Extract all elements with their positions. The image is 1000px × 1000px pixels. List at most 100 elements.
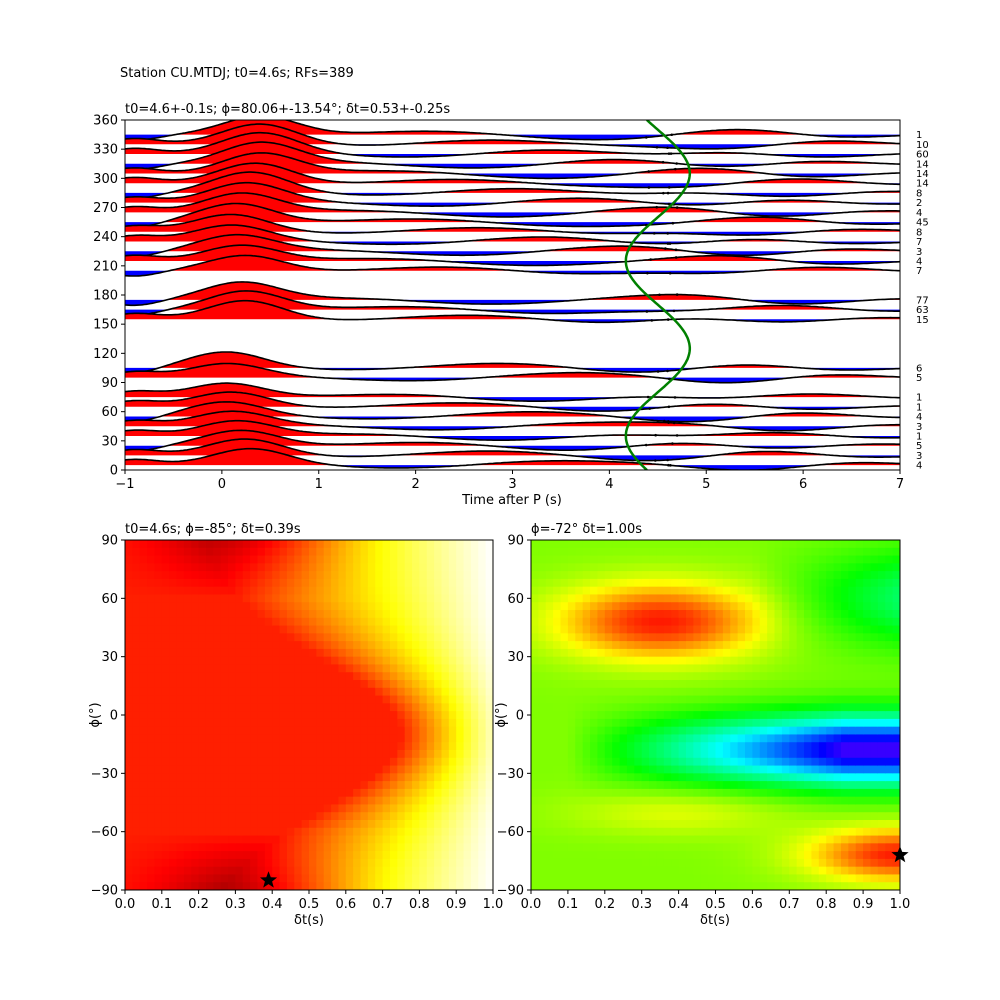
heatmap-cell	[331, 547, 340, 557]
trace-marker	[666, 369, 669, 373]
heatmap-cell	[877, 835, 886, 844]
heatmap-cell	[877, 858, 886, 868]
heatmap-cell	[590, 820, 599, 829]
heatmap-cell	[161, 656, 170, 666]
heatmap-cell	[634, 882, 643, 890]
heatmap-cell	[331, 750, 340, 759]
heatmap-cell	[597, 835, 606, 844]
heatmap-cell	[434, 843, 443, 852]
heatmap-cell	[730, 625, 739, 634]
heatmap-cell	[553, 625, 562, 634]
heatmap-cell	[132, 711, 141, 720]
heatmap-cell	[708, 687, 717, 697]
heatmap-cell	[612, 540, 621, 549]
heatmap-cell	[448, 633, 457, 642]
heatmap-cell	[811, 617, 820, 627]
heatmap-cell	[441, 726, 450, 736]
heatmap-cell	[235, 664, 244, 673]
heatmap-cell	[205, 633, 214, 642]
heatmap-cell	[641, 664, 650, 673]
heatmap-cell	[759, 796, 768, 806]
heatmap-cell	[301, 547, 310, 557]
heatmap-cell	[826, 687, 835, 697]
heatmap-cell	[560, 781, 569, 790]
heatmap-cell	[485, 711, 493, 720]
heatmap-cell	[811, 757, 820, 767]
heatmap-cell	[685, 680, 694, 689]
heatmap-cell	[470, 656, 479, 666]
heatmap-cell	[759, 703, 768, 712]
heatmap-cell	[826, 796, 835, 806]
heatmap-cell	[538, 812, 547, 821]
heatmap-cell	[626, 563, 635, 572]
heatmap-cell	[567, 656, 576, 666]
heatmap-cell	[257, 773, 266, 782]
heatmap-cell	[191, 812, 200, 821]
heatmap-cell	[700, 874, 709, 883]
heatmap-cell	[169, 820, 178, 829]
heatmap-cell	[139, 835, 148, 844]
heatmap-cell	[426, 742, 435, 751]
heatmap-cell	[228, 820, 236, 829]
heatmap-cell	[257, 820, 266, 829]
heatmap-cell	[154, 547, 163, 557]
heatmap-cell	[722, 734, 731, 743]
heatmap-cell	[404, 812, 413, 821]
heatmap-cell	[279, 617, 288, 627]
heatmap-cell	[892, 820, 900, 829]
heatmap-cell	[597, 726, 606, 736]
heatmap-cell	[759, 540, 768, 549]
heatmap-cell	[434, 711, 443, 720]
trace-marker	[664, 247, 667, 250]
heatmap-cell	[818, 664, 827, 673]
heatmap-cell	[191, 866, 200, 876]
heatmap-cell	[389, 687, 398, 697]
heatmap-cell	[531, 625, 539, 634]
heatmap-cell	[870, 781, 879, 790]
heatmap-cell	[301, 734, 310, 743]
heatmap-cell	[604, 571, 613, 580]
heatmap-cell	[685, 827, 694, 837]
heatmap-cell	[575, 711, 584, 720]
heatmap-cell	[345, 687, 354, 697]
heatmap-cell	[198, 750, 207, 759]
heatmap-cell	[685, 820, 694, 829]
heatmap-cell	[641, 882, 650, 890]
heatmap-cell	[553, 703, 562, 712]
heatmap-cell	[220, 555, 229, 564]
heatmap-cell	[531, 664, 539, 673]
heatmap-cell	[309, 540, 317, 549]
heatmap-cell	[833, 571, 842, 580]
x-tick-label: 0.6	[742, 897, 763, 912]
heatmap-cell	[448, 610, 457, 619]
heatmap-cell	[345, 625, 354, 634]
heatmap-cell	[154, 664, 163, 673]
heatmap-cell	[811, 625, 820, 634]
heatmap-cell	[404, 851, 413, 860]
heatmap-cell	[404, 648, 413, 658]
heatmap-cell	[478, 625, 487, 634]
heatmap-cell	[220, 804, 229, 813]
heatmap-cell	[678, 788, 687, 798]
heatmap-cell	[353, 711, 362, 720]
heatmap-cell	[264, 711, 273, 720]
heatmap-cell	[353, 610, 362, 619]
heatmap-cell	[863, 578, 872, 588]
heatmap-cell	[663, 680, 672, 689]
heatmap-cell	[796, 633, 805, 642]
heatmap-cell	[626, 672, 635, 681]
heatmap-cell	[250, 578, 259, 588]
heatmap-cell	[147, 874, 156, 883]
heatmap-cell	[257, 672, 266, 681]
heatmap-cell	[169, 695, 178, 704]
heatmap-cell	[818, 835, 827, 844]
heatmap-cell	[286, 586, 295, 596]
heatmap-cell	[538, 571, 547, 580]
heatmap-cell	[338, 773, 347, 782]
trace-line	[125, 362, 900, 384]
heatmap-cell	[708, 773, 717, 782]
heatmap-cell	[538, 695, 547, 704]
heatmap-cell	[419, 641, 428, 650]
heatmap-cell	[877, 656, 886, 666]
